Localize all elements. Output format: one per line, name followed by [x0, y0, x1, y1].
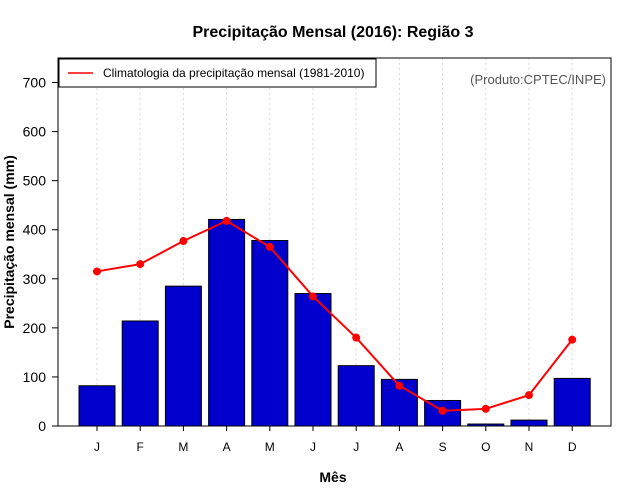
bar-6-J — [294, 293, 332, 427]
x-tick-label-12: D — [568, 440, 577, 454]
y-tick-label-600: 600 — [23, 124, 47, 140]
climatology-point-8 — [395, 381, 404, 390]
y-axis: 0 100 200 300 400 500 600 700 — [23, 58, 59, 434]
legend: Climatologia da precipitação mensal (198… — [58, 58, 377, 88]
legend-box — [58, 58, 377, 88]
x-tick-label-6: J — [310, 440, 316, 454]
bar-3-M — [164, 285, 202, 427]
x-tick-label-1: J — [94, 440, 100, 454]
bar-4-A — [208, 218, 246, 427]
y-tick-label-700: 700 — [23, 75, 47, 91]
climatology-point-1 — [93, 267, 101, 276]
climatology-point-11 — [525, 391, 533, 400]
x-axis-title: Mês — [319, 469, 346, 485]
x-tick-label-3: M — [178, 440, 188, 454]
y-tick-label-500: 500 — [23, 173, 47, 189]
bar-1-J — [78, 385, 116, 427]
bar-7-J — [337, 365, 375, 427]
bar-11-N — [510, 419, 548, 427]
climatology-line — [96, 219, 573, 412]
climatology-point-4 — [222, 216, 231, 225]
bar-5-M — [251, 240, 289, 427]
bars — [78, 218, 591, 427]
climatology-point-7 — [352, 333, 361, 342]
x-tick-label-7: J — [353, 440, 359, 454]
x-tick-label-9: S — [439, 440, 447, 454]
y-tick-label-0: 0 — [38, 418, 46, 434]
climatology-point-5 — [265, 242, 274, 251]
x-tick-label-10: O — [481, 440, 490, 454]
y-axis-title: Precipitação mensal (mm) — [1, 155, 17, 329]
bar-12-D — [553, 377, 591, 427]
x-tick-label-2: F — [137, 440, 144, 454]
climatology-point-3 — [179, 237, 188, 246]
climatology-point-12 — [568, 335, 577, 344]
y-tick-label-200: 200 — [23, 320, 47, 336]
bar-2-F — [121, 320, 159, 427]
climatology-point-6 — [309, 292, 317, 301]
climatology-point-9 — [438, 406, 447, 415]
chart-title: Precipitação Mensal (2016): Região 3 — [193, 24, 474, 41]
y-tick-label-100: 100 — [23, 369, 47, 385]
climatology-point-10 — [481, 404, 490, 413]
y-tick-label-300: 300 — [23, 271, 47, 287]
y-tick-label-400: 400 — [23, 222, 47, 238]
source-annotation: (Produto:CPTEC/INPE) — [470, 72, 606, 87]
x-tick-label-5: M — [265, 440, 275, 454]
legend-label: Climatologia da precipitação mensal (198… — [103, 66, 364, 80]
x-tick-label-8: A — [395, 440, 403, 454]
x-tick-label-4: A — [223, 440, 231, 454]
x-tick-label-11: N — [525, 440, 534, 454]
climatology-line-series — [93, 216, 577, 415]
climatology-point-2 — [136, 260, 145, 269]
